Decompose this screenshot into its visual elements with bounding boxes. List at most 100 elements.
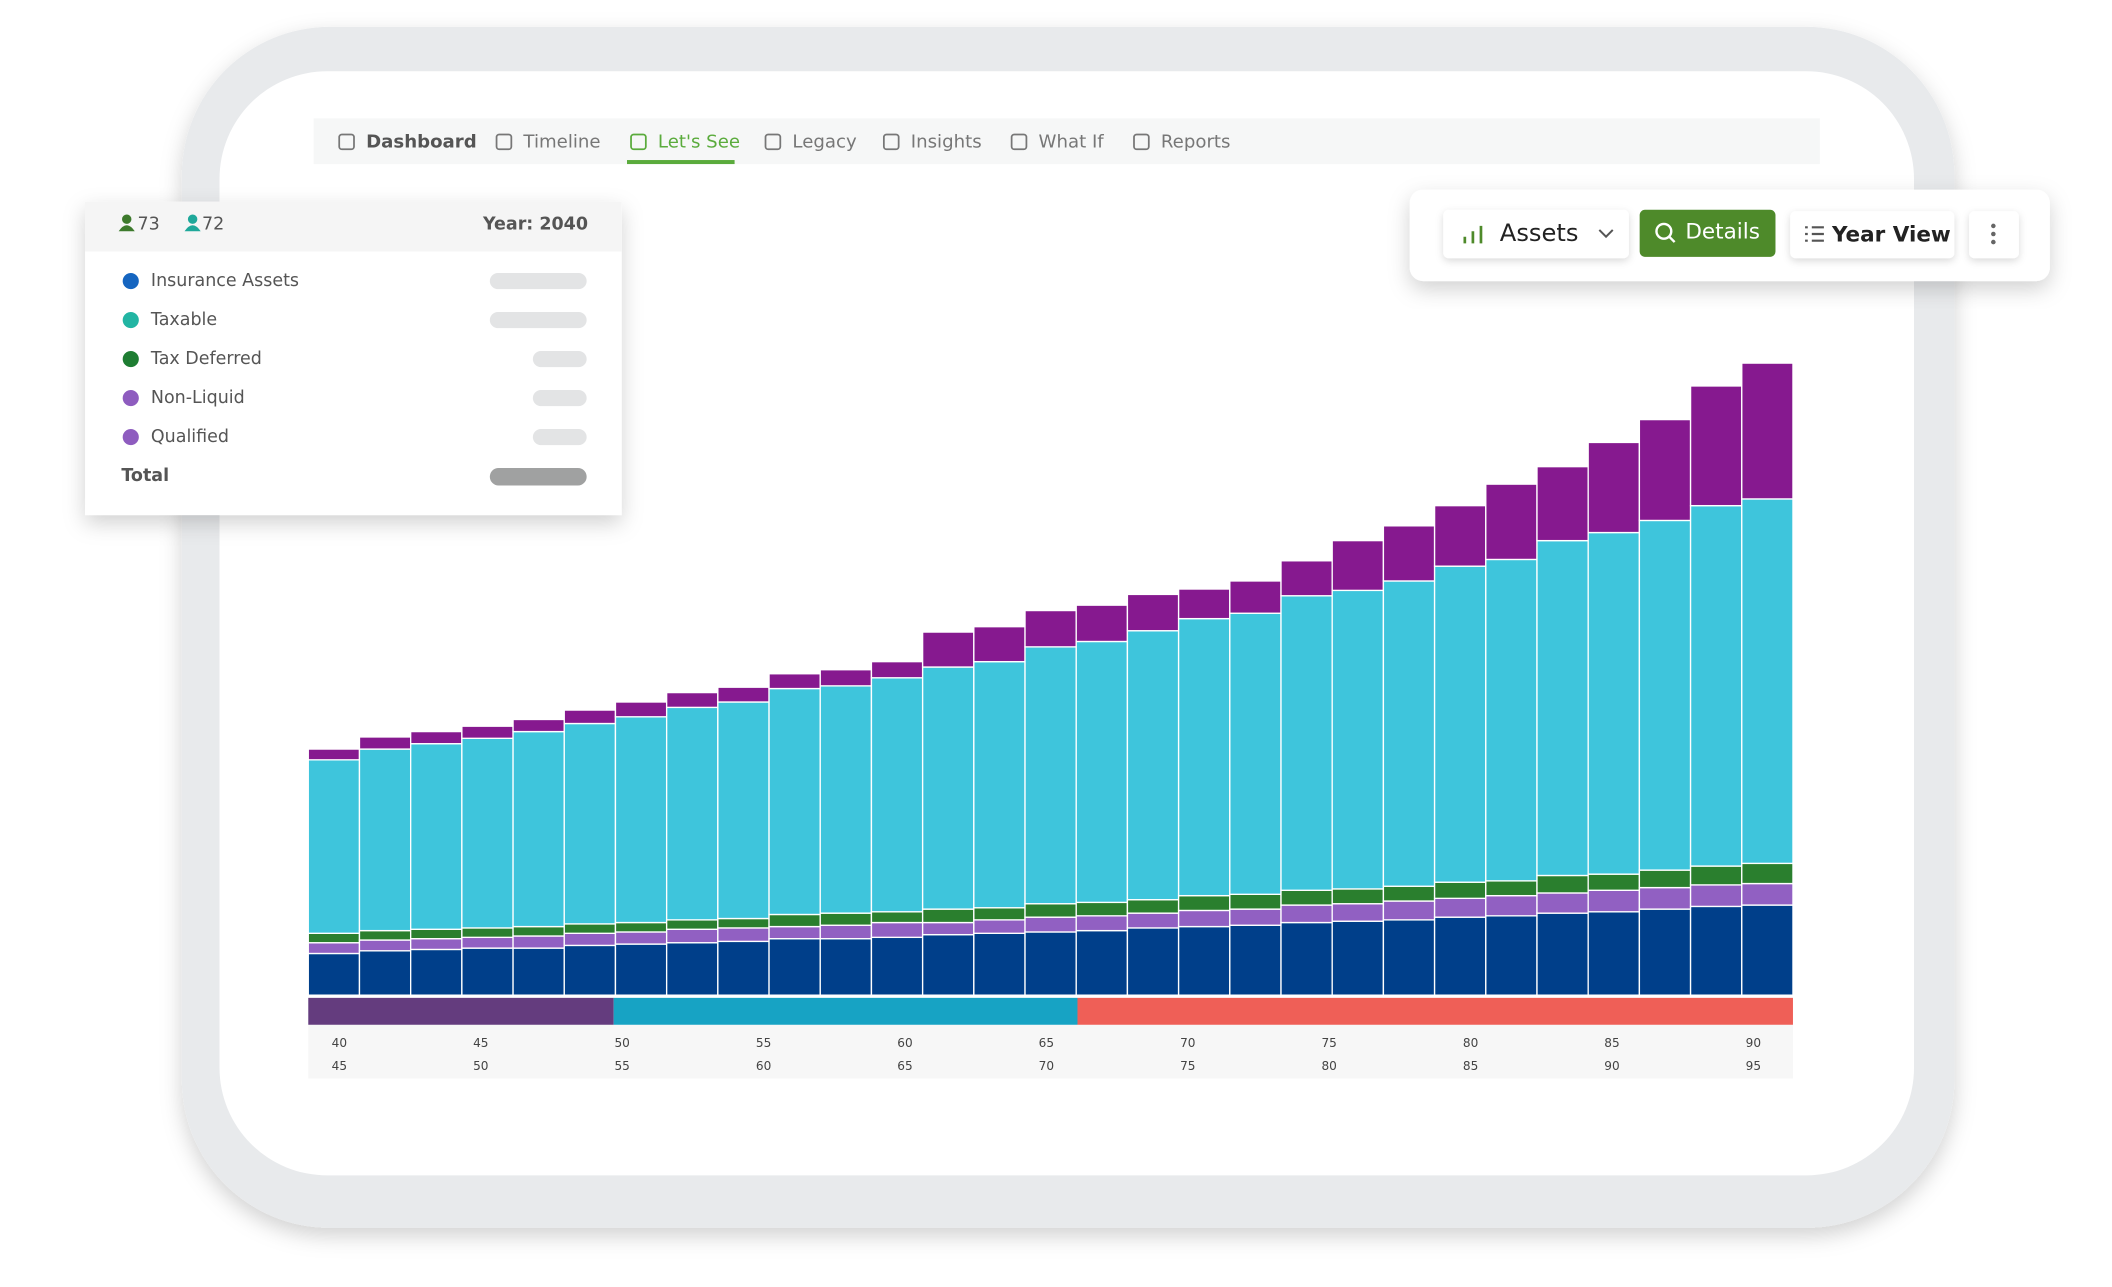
bar-segment [1587,441,1641,534]
nav-icon [882,133,900,151]
button-label: Details [1685,220,1760,245]
bar-segment [768,687,821,916]
bar-segment [1638,886,1692,910]
bar-segment [1433,565,1487,883]
x2-tick-label: 45 [332,1059,347,1073]
x2-tick-label: 55 [614,1059,629,1073]
bar-segment [717,940,770,996]
list-icon [1805,226,1824,242]
legend-dot [122,429,139,446]
bar-segment [409,928,463,940]
placeholder-pill [489,468,587,486]
year-view-button[interactable]: Year View [1790,211,1955,259]
bar-segment [1485,558,1538,882]
bar-segment [1126,899,1180,914]
bar-segment [358,748,412,932]
bar-segment [461,936,514,949]
nav-label: What If [1039,132,1105,153]
bar-segment [921,921,975,936]
bar-segment [1638,908,1692,996]
bar-segment [1485,880,1538,897]
placeholder-pill [489,273,587,290]
search-icon-handle [1668,235,1676,243]
bar-segment [512,947,565,996]
bar-segment [665,706,719,921]
bar-segment [307,932,361,944]
nav-item[interactable]: Dashboard [338,132,477,153]
bar-segment [1229,924,1282,996]
bar-segment [870,921,924,939]
axis-band [308,1024,1793,1079]
nav-item[interactable]: Timeline [495,132,601,153]
bar-segment [1177,925,1231,996]
tooltip-total: Total [121,466,169,486]
tooltip-items: Insurance Assets Taxable Tax Deferred Non-L… [122,271,587,447]
bar-segment [512,718,565,733]
phase-band [1077,997,1793,1025]
x-tick-label: 85 [1604,1036,1619,1050]
x2-tick-label: 60 [756,1059,771,1073]
nav-icon [630,133,647,151]
bar-segment [973,932,1026,996]
bar-segment [358,939,412,952]
dropdown-label: Assets [1500,219,1579,247]
bar-segment [563,709,617,725]
assets-dropdown[interactable]: Assets [1443,209,1629,259]
x-tick-label: 50 [614,1036,629,1050]
legend-dot [122,273,139,290]
bar-segment [461,737,514,929]
tooltip-card [85,201,622,516]
bar-segment [1741,498,1794,865]
bar-segment [1741,862,1794,885]
search-icon [1655,222,1673,240]
more-button[interactable] [1969,211,2019,259]
bar-segment [1280,904,1333,924]
bar-segment [1587,889,1641,913]
bar-segment [614,931,668,945]
person-age: 72 [202,215,224,235]
bar-segment [1229,908,1282,926]
bar-segment [973,907,1026,921]
nav-item[interactable]: What If [1010,132,1105,153]
bar-segment [1126,630,1180,901]
placeholder-pill [532,390,587,407]
bar-segment [614,943,668,996]
bar-segment [1331,903,1385,922]
nav-item[interactable]: Insights [882,132,982,153]
bar-segment [665,691,719,709]
bar-segment [563,932,617,947]
bar-segment [358,929,412,941]
x2-tick-label: 65 [897,1059,912,1073]
bar-segment [1024,646,1077,905]
nav-item[interactable]: Legacy [764,132,857,153]
bar-segment [870,911,924,924]
bar-segment [1177,617,1231,897]
bar-segment [512,925,565,937]
bar-segment [1331,589,1385,890]
details-button[interactable]: Details [1639,209,1776,257]
nav-item[interactable]: Reports [1133,132,1230,153]
x-tick-label: 90 [1746,1036,1761,1050]
bar-segment [1177,909,1231,928]
person-icon [184,214,201,232]
bar-segment [1587,531,1641,875]
bar-segment [665,919,719,930]
bar-segment [768,673,821,690]
toolbar: Assets Details Year View [1409,189,2050,282]
bar-segment [973,660,1026,909]
bar-segment [1280,560,1333,597]
bar-segment [870,936,924,996]
bar-segment [1382,919,1436,996]
tooltip-year: Year: 2040 [482,215,588,235]
x-tick-label: 60 [897,1036,912,1050]
bar-segment [921,666,975,910]
dropdown-bg [1443,209,1629,259]
tooltip: 73 72 Year: 2040 Insurance Assets Taxable… [85,201,622,516]
phase-band [308,997,614,1025]
bar-segment [409,743,463,930]
bar-segment [358,950,412,996]
nav-item[interactable]: Let's See [627,132,740,165]
bar-segment [1741,362,1794,500]
nav-underline [627,160,735,165]
